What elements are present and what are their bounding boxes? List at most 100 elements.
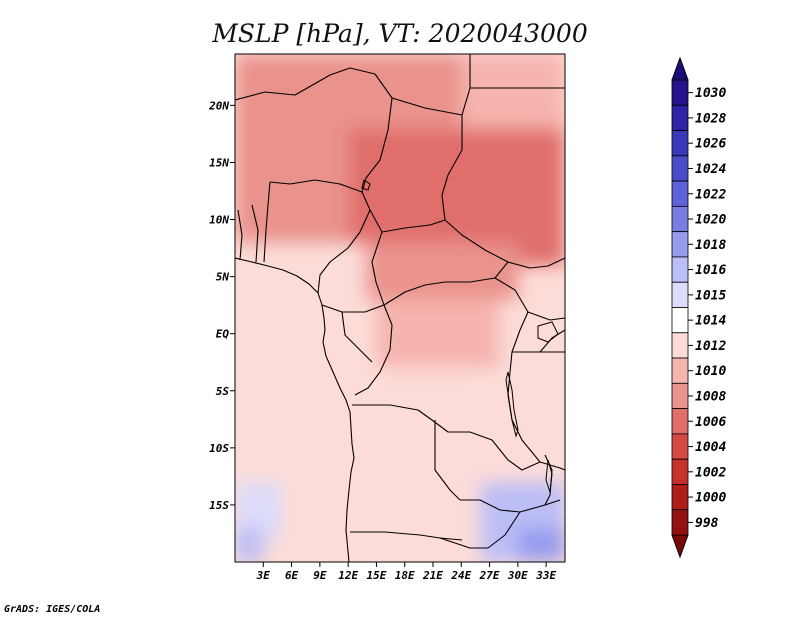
border-nigeria-west (263, 181, 271, 263)
coastline (235, 257, 355, 562)
colorbar-swatch-1010 (671, 357, 689, 384)
colorbar-label-1024: 1024 (695, 162, 726, 177)
colorbar-swatch-1012 (671, 332, 689, 359)
x-tick-label-12E: 12E (338, 569, 358, 582)
x-tick-label-18E: 18E (395, 569, 415, 582)
lake-chad (361, 179, 371, 191)
colorbar-swatch-1006 (671, 408, 689, 435)
colorbar-swatch-1002 (671, 458, 689, 485)
map-plot-area: 3E 6E 9E 12E 15E 18E 21E 24E 27E 30E 33E 20N 15N 10N… (208, 53, 566, 582)
colorbar-swatch-1000 (671, 484, 689, 511)
colorbar-label-1030: 1030 (695, 86, 726, 101)
border-drc-zambia (469, 431, 541, 471)
border-tanzania-kenya (539, 329, 565, 353)
border-cameroon-gabon (321, 304, 385, 313)
colorbar-label-1015: 1015 (695, 288, 726, 303)
field-region-sahel-west (235, 151, 349, 243)
colorbar-swatch-1004 (671, 433, 689, 460)
colorbar-label-1004: 1004 (695, 440, 726, 455)
colorbar-swatch-1015 (671, 281, 689, 308)
border-togo-ghana (237, 209, 243, 261)
x-tick-label-30E: 30E (507, 569, 528, 582)
y-tick-label-15N: 15N (209, 156, 229, 169)
field-region-sahara-northwest (235, 54, 349, 152)
border-congo-drc (354, 304, 393, 396)
colorbar-swatch-1020 (671, 205, 689, 233)
colorbar-swatch-1024 (671, 155, 689, 182)
colorbar-swatch-1028 (671, 104, 689, 131)
x-tick-label-3E: 3E (256, 569, 271, 582)
border-south-sudan-drc (494, 277, 529, 313)
colorbar-label-998: 998 (695, 516, 719, 531)
pressure-field (235, 54, 565, 562)
colorbar-swatch-1022 (671, 180, 689, 207)
colorbar-label-1020: 1020 (695, 213, 726, 228)
lakes (361, 179, 559, 493)
colorbar-label-1010: 1010 (695, 364, 726, 379)
colorbar-label-1026: 1026 (695, 137, 726, 152)
chart-title: MSLP [hPa], VT: 2020043000 (211, 19, 588, 48)
colorbar-swatch-1014 (671, 307, 689, 334)
colorbar-label-1022: 1022 (695, 187, 726, 202)
pressure-field-smoothed (235, 54, 565, 562)
lake-malawi (545, 459, 553, 493)
border-niger-chad (361, 129, 389, 193)
border-benin (251, 204, 259, 263)
field-region-gulf-of-guinea (235, 276, 330, 448)
colorbar-swatch-1026 (671, 130, 689, 157)
y-tick-label-15S: 15S (209, 499, 229, 512)
border-angola-zambia (434, 420, 461, 501)
y-tick-label-10N: 10N (209, 214, 229, 227)
lake-tanganyika (505, 371, 519, 438)
colorbar-swatch-1008 (671, 382, 689, 410)
x-axis: 3E 6E 9E 12E 15E 18E 21E 24E 27E 30E 33E (256, 562, 556, 582)
x-tick-label-24E: 24E (450, 569, 471, 582)
border-cameroon-chad (369, 209, 385, 306)
field-region-east-africa-coast (517, 333, 565, 448)
colorbar-label-1008: 1008 (695, 389, 726, 404)
plot-frame (234, 53, 566, 563)
border-uganda-kenya (527, 311, 565, 321)
border-angola-namibia (350, 531, 463, 541)
field-region-central-african-republic (367, 242, 518, 300)
border-zimbabwe (439, 511, 521, 549)
colorbar-label-1012: 1012 (695, 339, 726, 354)
y-tick-label-20N: 20N (208, 99, 229, 112)
border-libya-chad (391, 97, 463, 116)
y-tick-label-10S: 10S (209, 442, 229, 455)
border-mali-algeria (235, 74, 331, 101)
colorbar-swatch-1030 (671, 79, 689, 106)
x-tick-label-15E: 15E (366, 569, 386, 582)
country-borders (235, 54, 565, 562)
y-tick-label-5N: 5N (216, 271, 230, 284)
x-tick-label-21E: 21E (422, 569, 443, 582)
field-region-congo-basin (376, 299, 499, 368)
grads-credit: GrADS: IGES/COLA (4, 604, 101, 615)
colorbar-swatch-998 (671, 509, 689, 536)
colorbar-label-1002: 1002 (695, 465, 726, 480)
colorbar-label-1028: 1028 (695, 111, 726, 126)
x-tick-label-6E: 6E (285, 569, 299, 582)
colorbar-swatch-1016 (671, 256, 689, 283)
x-tick-label-27E: 27E (479, 569, 500, 582)
border-mozambique (539, 461, 565, 471)
x-tick-label-33E: 33E (535, 569, 556, 582)
x-tick-label-9E: 9E (313, 569, 327, 582)
colorbar-label-1000: 1000 (695, 491, 726, 506)
colorbar-label-1006: 1006 (695, 415, 726, 430)
border-drc-east (507, 311, 541, 463)
field-region-sahara-north-central (348, 54, 462, 129)
colorbar-label-1014: 1014 (695, 314, 726, 329)
field-region-angola-zambia (329, 367, 490, 562)
border-gabon-congo (341, 311, 373, 363)
border-drc-angola (352, 404, 470, 433)
field-region-sahara-northeast (461, 54, 565, 129)
colorbar-swatch-1018 (671, 231, 689, 258)
y-axis: 20N 15N 10N 5N EQ 5S 10S 15S (208, 99, 235, 512)
border-nigeria-north (269, 179, 363, 193)
y-tick-label-EQ: EQ (216, 328, 230, 341)
y-tick-label-5S: 5S (216, 385, 230, 398)
colorbar-top-arrow (671, 56, 689, 81)
field-region-south-atlantic-southwest (235, 527, 264, 562)
